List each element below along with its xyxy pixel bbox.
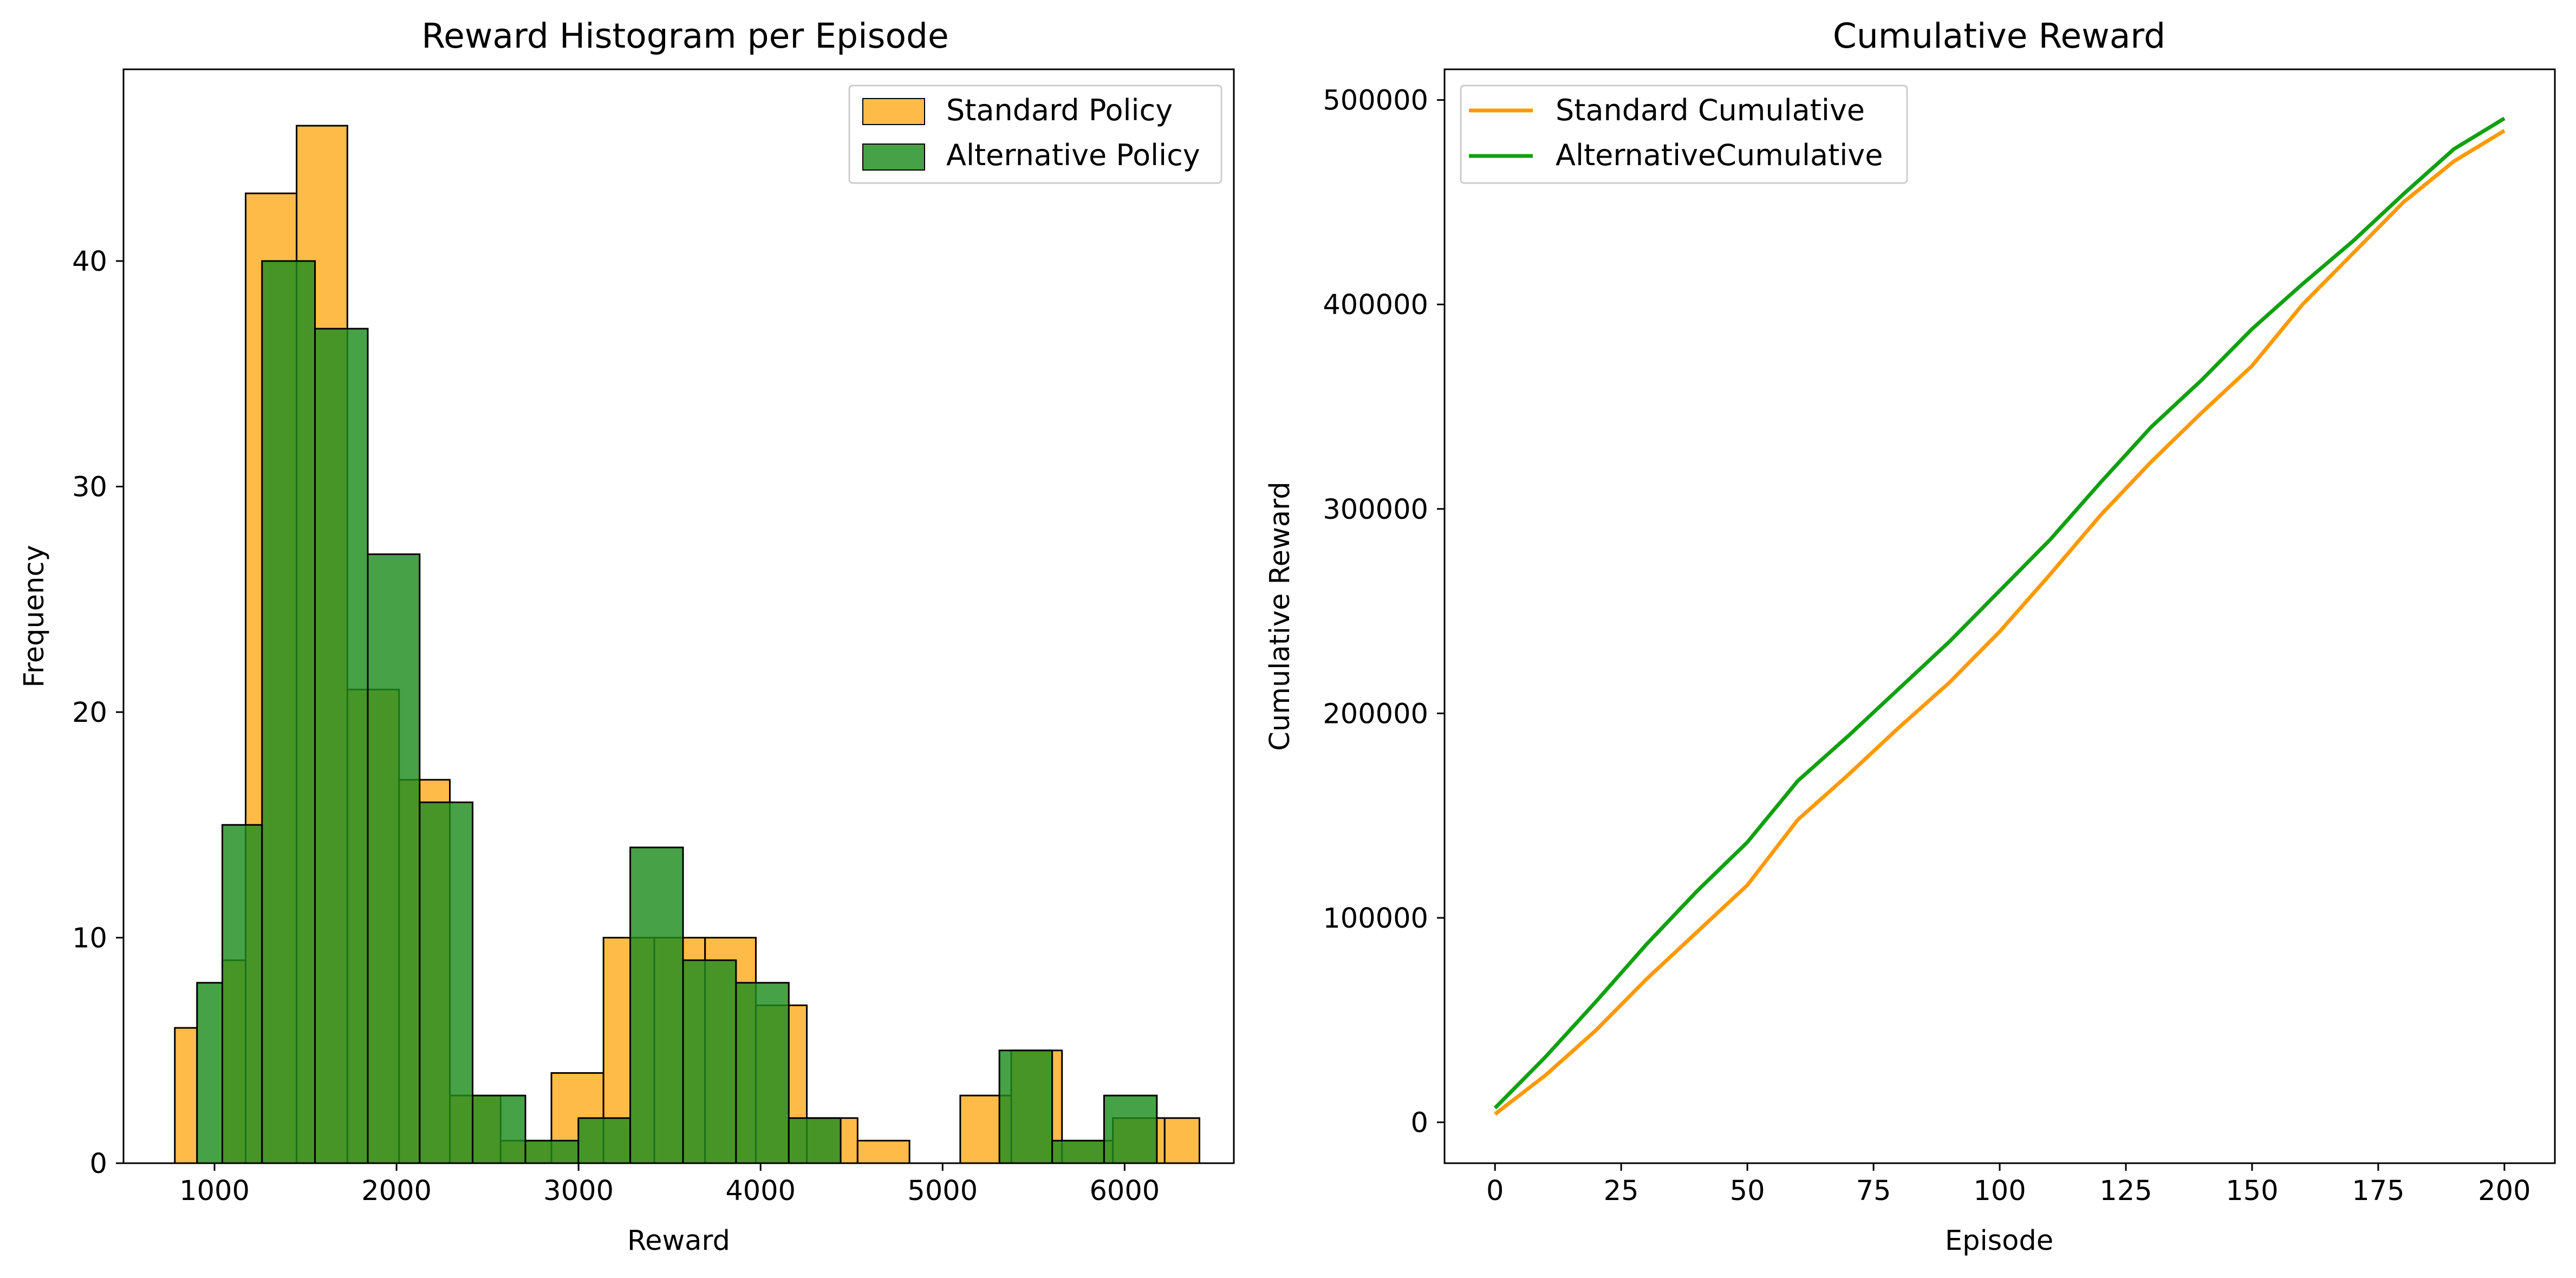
hist-y-tick-label: 40 bbox=[72, 246, 107, 278]
cum-x-tick-label: 100 bbox=[1973, 1175, 2026, 1207]
cum-x-tick-label: 200 bbox=[2478, 1175, 2531, 1207]
cum-y-tick-label: 500000 bbox=[1323, 85, 1428, 117]
histogram-legend: Standard Policy Alternative Policy bbox=[848, 84, 1222, 184]
hist-y-tick-label: 0 bbox=[90, 1148, 107, 1180]
legend-swatch-alternative bbox=[862, 144, 925, 171]
alternative-bar-6 bbox=[472, 1094, 526, 1164]
alternative-bars bbox=[196, 260, 1158, 1164]
cumulative-x-ticks: 0 25 50 75 100 125 150 175 200 bbox=[1486, 1163, 2531, 1207]
histogram-title: Reward Histogram per Episode bbox=[421, 16, 949, 56]
hist-y-tick-label: 30 bbox=[72, 472, 107, 504]
alternative-bar-4 bbox=[367, 553, 421, 1164]
alternative-bar-0 bbox=[196, 982, 223, 1164]
cum-y-tick-label: 300000 bbox=[1323, 494, 1428, 526]
cumulative-legend-box bbox=[1460, 84, 1908, 184]
cum-x-tick-label: 50 bbox=[1730, 1175, 1765, 1207]
legend-swatch-standard bbox=[862, 98, 925, 125]
cumulative-x-label: Episode bbox=[1945, 1225, 2053, 1257]
alternative-bar-2 bbox=[261, 260, 316, 1164]
hist-y-tick-label: 10 bbox=[72, 923, 107, 955]
cum-x-tick-label: 125 bbox=[2099, 1175, 2152, 1207]
alternative-bar-18 bbox=[1103, 1094, 1158, 1164]
alternative-bar-3 bbox=[314, 328, 369, 1164]
hist-x-tick-label: 4000 bbox=[725, 1175, 796, 1207]
alternative-bar-16 bbox=[998, 1049, 1053, 1164]
alternative-bar-17 bbox=[1051, 1139, 1105, 1164]
histogram-y-label: Frequency bbox=[18, 545, 50, 687]
alternative-bar-12 bbox=[788, 1117, 842, 1164]
cumulative-plot-frame bbox=[1443, 68, 2556, 1164]
cum-x-tick-label: 0 bbox=[1486, 1175, 1504, 1207]
cumulative-legend: Standard Cumulative AlternativeCumulativ… bbox=[1460, 84, 1908, 184]
histogram-legend-box bbox=[848, 84, 1222, 184]
cumulative-y-label: Cumulative Reward bbox=[1264, 481, 1296, 751]
alternative-bar-9 bbox=[629, 846, 684, 1164]
alternative-bar-11 bbox=[735, 982, 790, 1164]
hist-x-tick-label: 5000 bbox=[907, 1175, 978, 1207]
histogram-x-label: Reward bbox=[627, 1225, 730, 1257]
standard-cumulative-line bbox=[1494, 129, 2506, 1116]
cum-y-tick-label: 0 bbox=[1411, 1107, 1428, 1139]
alternative-bar-8 bbox=[577, 1117, 632, 1164]
hist-y-tick-label: 20 bbox=[72, 697, 107, 729]
cumulative-chart: Cumulative Reward 0 25 50 75 100 125 150 175 200… bbox=[1264, 16, 2556, 1257]
alternative-bar-1 bbox=[221, 824, 263, 1164]
histogram-chart: Reward Histogram per Episode 1000 2000 300… bbox=[18, 16, 1235, 1257]
alternative-bar-7 bbox=[524, 1139, 580, 1164]
hist-x-tick-label: 2000 bbox=[361, 1175, 432, 1207]
legend-label-standard-cumulative: Standard Cumulative bbox=[1556, 93, 1865, 127]
hist-x-tick-label: 6000 bbox=[1089, 1175, 1160, 1207]
alternative-bar-5 bbox=[419, 801, 474, 1164]
hist-x-tick-label: 3000 bbox=[543, 1175, 614, 1207]
cum-y-tick-label: 400000 bbox=[1323, 289, 1428, 321]
cum-x-tick-label: 150 bbox=[2226, 1175, 2278, 1207]
histogram-plot-frame bbox=[122, 68, 1235, 1164]
legend-label-standard: Standard Policy bbox=[946, 93, 1173, 127]
histogram-y-ticks: 0 10 20 30 40 bbox=[72, 246, 123, 1180]
alternative-cumulative-line bbox=[1493, 116, 2506, 1110]
cumulative-y-ticks: 0 100000 200000 300000 400000 500000 bbox=[1323, 85, 1445, 1139]
standard-bar-14 bbox=[856, 1139, 910, 1164]
standard-bar-20 bbox=[1163, 1117, 1200, 1164]
cumulative-title: Cumulative Reward bbox=[1833, 16, 2165, 56]
cum-x-tick-label: 25 bbox=[1604, 1175, 1639, 1207]
legend-label-alternative-cumulative: AlternativeCumulative bbox=[1556, 138, 1883, 172]
histogram-x-ticks: 1000 2000 3000 4000 5000 6000 bbox=[179, 1163, 1160, 1207]
cum-y-tick-label: 200000 bbox=[1323, 698, 1428, 730]
cum-x-tick-label: 175 bbox=[2352, 1175, 2404, 1207]
hist-x-tick-label: 1000 bbox=[179, 1175, 250, 1207]
cum-x-tick-label: 75 bbox=[1856, 1175, 1891, 1207]
cum-y-tick-label: 100000 bbox=[1323, 903, 1428, 935]
legend-label-alternative: Alternative Policy bbox=[946, 138, 1200, 172]
standard-bar-0 bbox=[174, 1027, 198, 1164]
alternative-bar-10 bbox=[682, 959, 737, 1164]
